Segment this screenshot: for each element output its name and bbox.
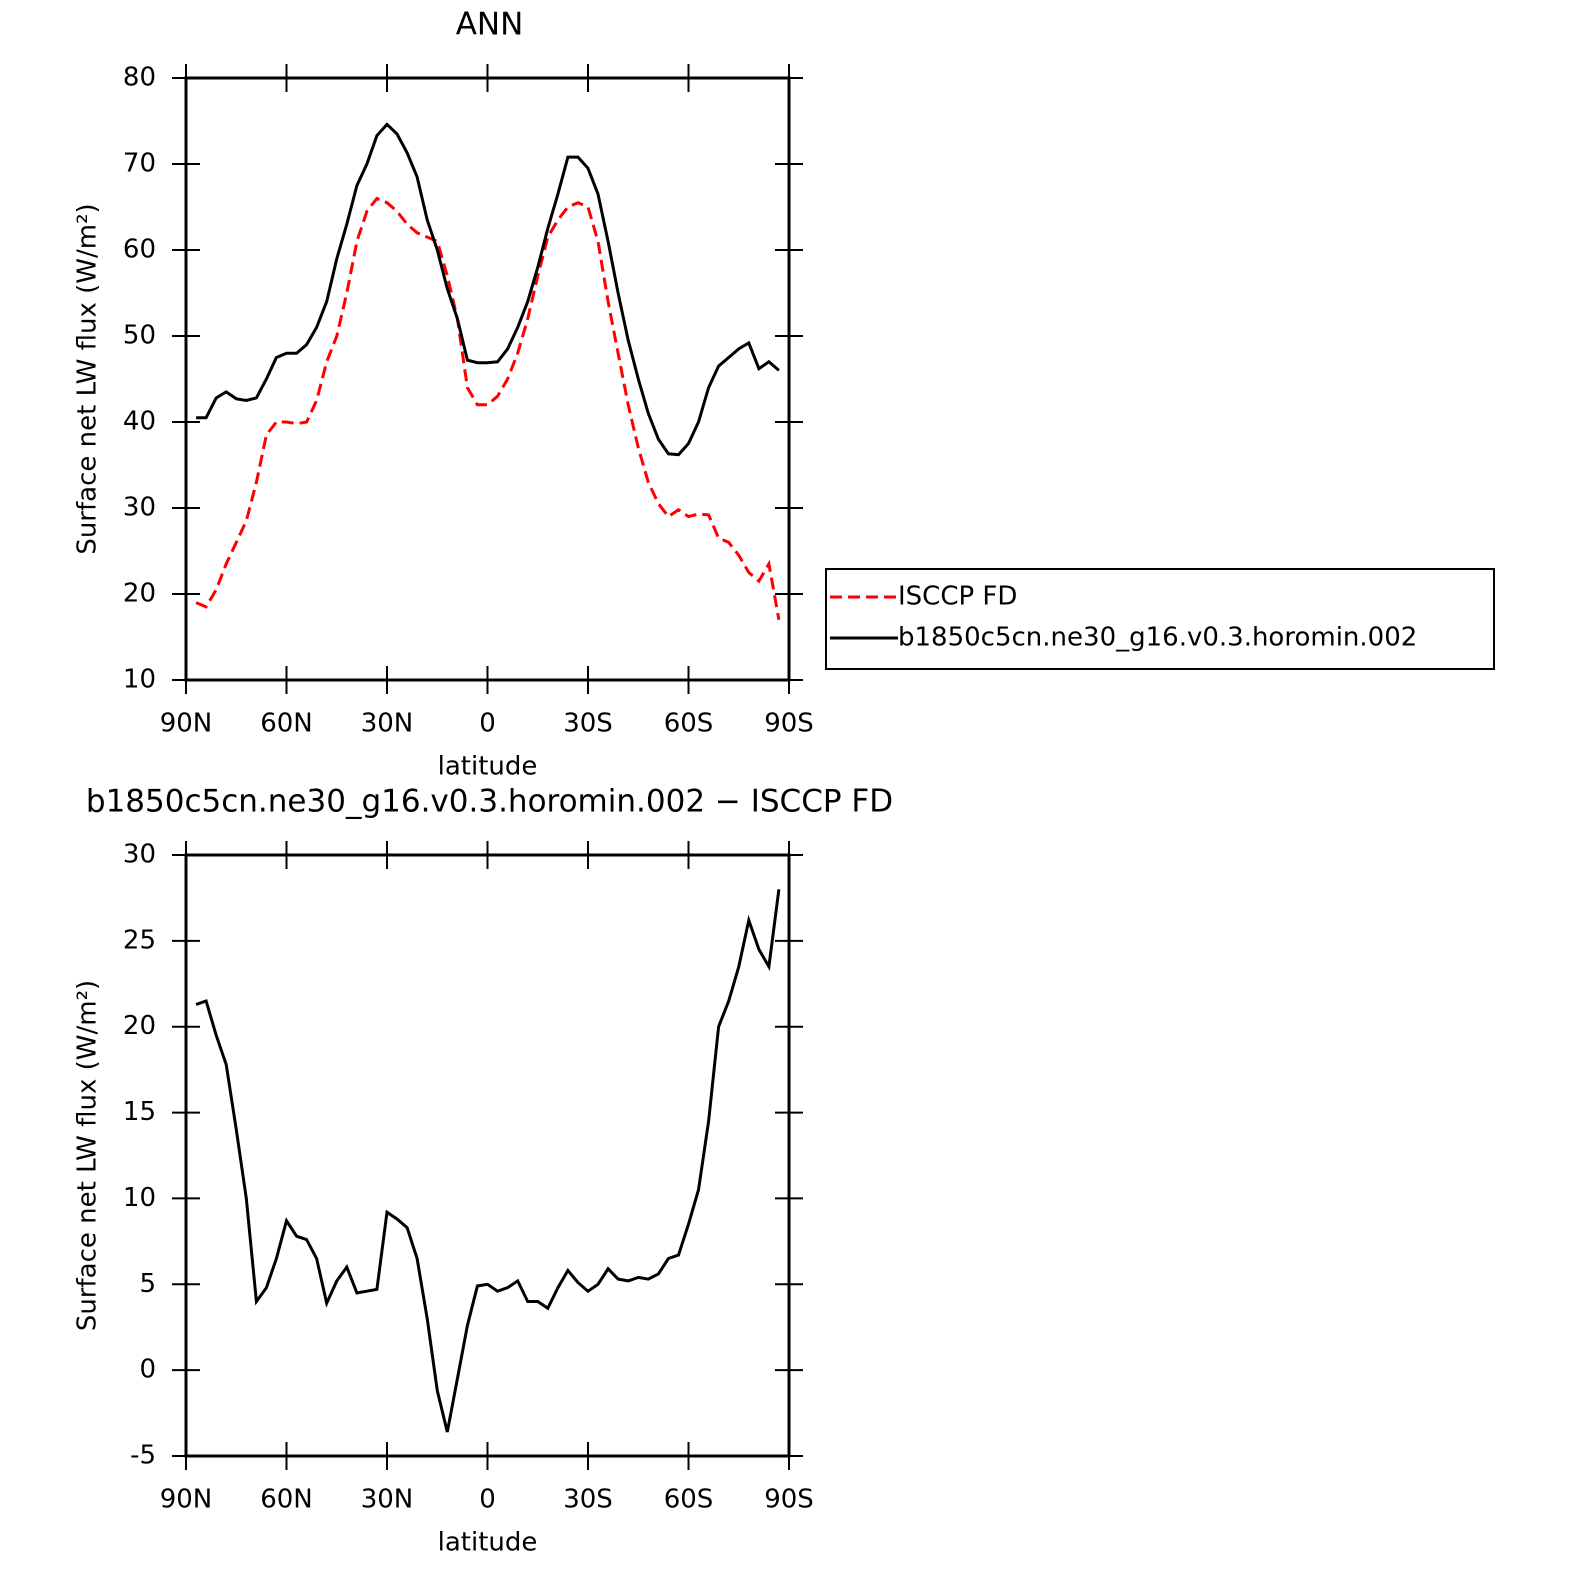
legend-box xyxy=(825,568,1495,670)
x-tick-label: 60S xyxy=(664,709,714,739)
plot-frame xyxy=(184,76,791,682)
x-tick-label: 90S xyxy=(764,1485,814,1515)
x-tick-label: 90S xyxy=(764,709,814,739)
y-tick-label: 50 xyxy=(123,321,156,351)
y-tick-label: 0 xyxy=(139,1355,156,1385)
x-tick-label: 0 xyxy=(479,1485,496,1515)
x-tick-label: 90N xyxy=(160,709,213,739)
y-tick-label: 20 xyxy=(123,579,156,609)
y-tick-label: 5 xyxy=(139,1269,156,1299)
chart-title: ANN xyxy=(456,7,524,43)
x-tick-label: 30N xyxy=(361,709,414,739)
y-tick-label: 10 xyxy=(123,665,156,695)
y-tick-label: 10 xyxy=(123,1183,156,1213)
x-tick-label: 60S xyxy=(664,1485,714,1515)
y-axis-label: Surface net LW flux (W/m²) xyxy=(73,980,103,1331)
y-tick-label: 15 xyxy=(123,1097,156,1127)
data-line xyxy=(196,122,780,457)
x-tick-label: 60N xyxy=(260,1485,313,1515)
chart-title: b1850c5cn.ne30_g16.v0.3.horomin.002 − IS… xyxy=(86,784,893,820)
x-axis-label: latitude xyxy=(438,752,538,782)
y-tick-label: 25 xyxy=(123,925,156,955)
y-tick-label: -5 xyxy=(130,1441,156,1471)
data-line xyxy=(195,196,781,621)
x-tick-label: 30N xyxy=(361,1485,414,1515)
x-tick-label: 60N xyxy=(260,709,313,739)
x-tick-label: 30S xyxy=(563,1485,613,1515)
legend-label: b1850c5cn.ne30_g16.v0.3.horomin.002 xyxy=(898,623,1417,653)
y-tick-label: 30 xyxy=(123,493,156,523)
y-tick-label: 40 xyxy=(123,407,156,437)
y-tick-label: 70 xyxy=(123,149,156,179)
y-axis-label: Surface net LW flux (W/m²) xyxy=(73,203,103,554)
plot-frame xyxy=(184,853,791,1458)
x-tick-label: 30S xyxy=(563,709,613,739)
y-tick-label: 60 xyxy=(123,235,156,265)
x-tick-label: 0 xyxy=(479,709,496,739)
x-tick-label: 90N xyxy=(160,1485,213,1515)
y-tick-label: 20 xyxy=(123,1011,156,1041)
y-tick-label: 30 xyxy=(123,840,156,870)
x-axis-label: latitude xyxy=(438,1528,538,1558)
legend-label: ISCCP FD xyxy=(898,582,1017,612)
data-line xyxy=(195,889,781,1433)
y-tick-label: 80 xyxy=(123,63,156,93)
